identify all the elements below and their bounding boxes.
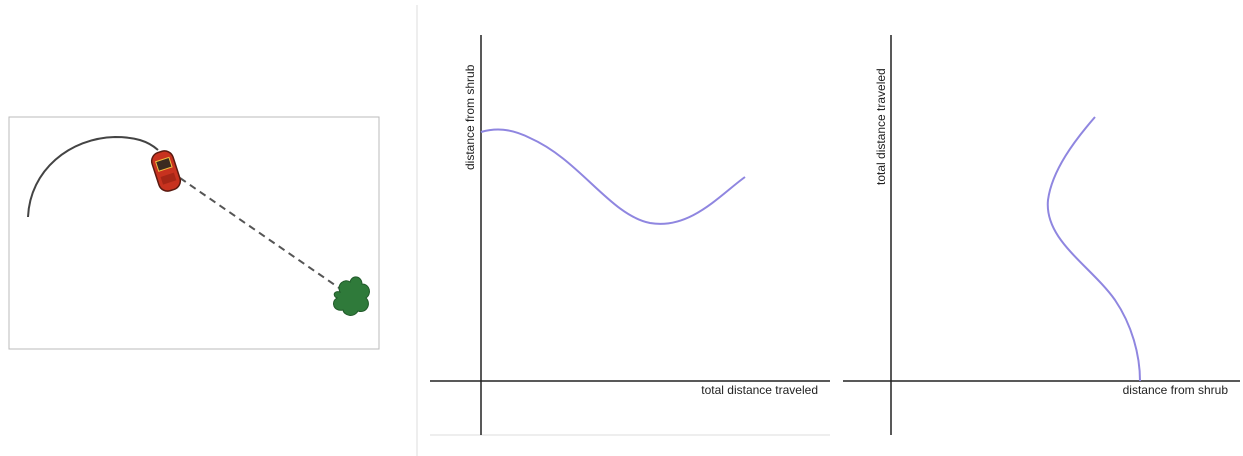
scene [9, 117, 379, 349]
page: total distance traveled distance from sh… [0, 0, 1243, 456]
graph-left: total distance traveled distance from sh… [430, 35, 830, 435]
x-axis-label: distance from shrub [1123, 383, 1229, 397]
y-axis-label: distance from shrub [463, 64, 477, 170]
curve [1048, 117, 1140, 381]
y-axis-label: total distance traveled [874, 68, 888, 185]
curve [481, 130, 745, 224]
graph-right: distance from shrub total distance trave… [843, 35, 1240, 435]
x-axis-label: total distance traveled [701, 383, 818, 397]
